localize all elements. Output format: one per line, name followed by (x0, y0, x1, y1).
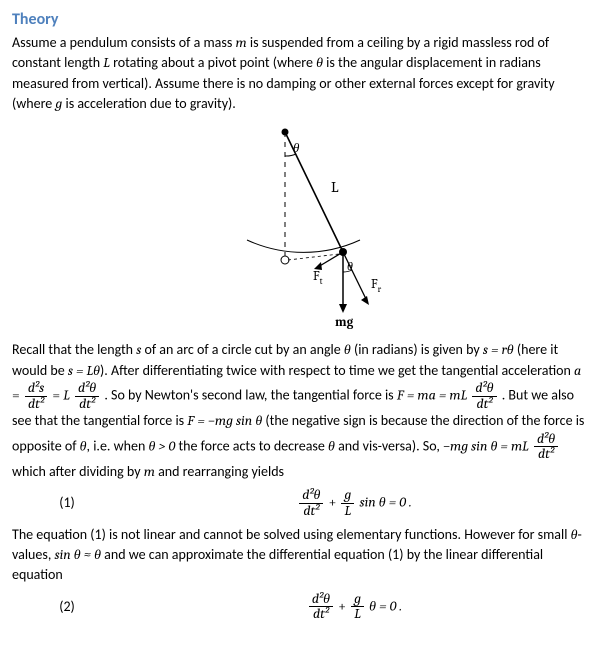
eq1-number: (1) (12, 493, 122, 513)
mg-label: mg (335, 315, 354, 330)
eq-mgsin: −mg sin θ = mL (443, 437, 529, 454)
text: rotating about a pivot point (where (110, 54, 316, 71)
theta-mass-label: θ (347, 259, 353, 273)
var-L: L (103, 54, 110, 71)
var-m: m (235, 34, 246, 51)
var-theta: θ (328, 437, 335, 454)
pendulum-diagram: θ L mg θ Ft Fr (12, 120, 587, 330)
text: The equation (1) is not linear and canno… (12, 526, 571, 543)
var-theta: θ (316, 54, 323, 71)
var-L: L (63, 387, 70, 404)
paragraph-1: Assume a pendulum consists of a mass m i… (12, 33, 587, 114)
eq-approx: sin θ ≈ θ (55, 546, 102, 563)
section-heading: Theory (12, 8, 587, 31)
eq-thgt0: θ > 0 (148, 437, 175, 454)
text: is acceleration due to gravity). (62, 95, 236, 112)
eq-F2: F = −mg sin θ (187, 412, 262, 429)
frac-d2s-dt2: d²sdt² (25, 381, 47, 411)
paragraph-2: Recall that the length s of an arc of a … (12, 340, 587, 482)
text: ). After differentiating twice with resp… (100, 362, 574, 379)
eq2-number: (2) (12, 597, 122, 617)
Ft-label: Ft (313, 269, 323, 287)
frac-d2th-dt2: d²θdt² (75, 381, 99, 411)
text: which after dividing by (12, 463, 144, 480)
text: (in radians) is given by (351, 341, 483, 358)
eq-sL: s = Lθ (68, 362, 100, 379)
eq-F: F = ma = mL (397, 387, 467, 404)
eq: = (12, 387, 23, 404)
L-label: L (331, 178, 339, 196)
eq: = (52, 387, 63, 404)
paragraph-3: The equation (1) is not linear and canno… (12, 525, 587, 586)
eq2-body: d²θdt² + gL θ = 0 . (122, 592, 587, 622)
var-theta: θ (80, 437, 87, 454)
var-a: a (574, 362, 581, 379)
var-m: m (144, 463, 155, 480)
text: of an arc of a circle cut by an angle (141, 341, 344, 358)
var-theta: θ (344, 341, 351, 358)
eq-s: s = rθ (483, 341, 514, 358)
text: Assume a pendulum consists of a mass (12, 34, 235, 51)
text: Recall that the length (12, 341, 136, 358)
pendulum-svg: θ L mg θ Ft Fr (185, 120, 415, 330)
equation-2: (2) d²θdt² + gL θ = 0 . (12, 592, 587, 622)
text: and vis-versa). So, (335, 437, 443, 454)
theta-top-label: θ (293, 141, 300, 156)
frac-d2th-dt2: d²θdt² (534, 432, 558, 462)
text: , i.e. when (87, 437, 149, 454)
text: . So by Newton's second law, the tangent… (104, 387, 397, 404)
Fr-label: Fr (371, 277, 382, 295)
frac-d2th-dt2: d²θdt² (472, 381, 496, 411)
text: the force acts to decrease (175, 437, 328, 454)
text: and rearranging yields (155, 463, 284, 480)
equation-1: (1) d²θdt² + gL sin θ = 0 . (12, 488, 587, 518)
eq1-body: d²θdt² + gL sin θ = 0 . (122, 488, 587, 518)
